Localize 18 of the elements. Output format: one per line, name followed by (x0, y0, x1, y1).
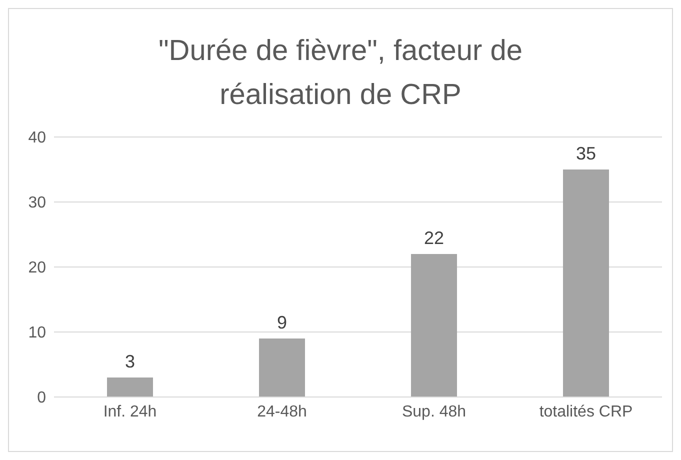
y-tick-label: 10 (28, 324, 46, 342)
y-tick-label: 30 (28, 194, 46, 212)
data-label: 35 (576, 144, 596, 164)
chart-title: "Durée de fièvre", facteur de réalisation de CRP (158, 34, 524, 113)
bar (411, 254, 457, 397)
x-tick-label: 24-48h (257, 403, 307, 420)
bar (107, 378, 153, 397)
data-label: 3 (124, 352, 136, 372)
y-tick-label: 20 (28, 260, 46, 277)
bar (563, 170, 609, 397)
x-tick-label: Sup. 48h (402, 403, 466, 420)
data-label: 22 (424, 228, 444, 248)
x-tick-label: totalités CRP (539, 403, 633, 420)
bar (259, 338, 305, 397)
x-tick-label: Inf. 24h (103, 403, 157, 420)
y-tick-label: 40 (28, 130, 46, 147)
y-tick-label: 0 (37, 390, 46, 407)
data-label: 9 (276, 312, 288, 332)
